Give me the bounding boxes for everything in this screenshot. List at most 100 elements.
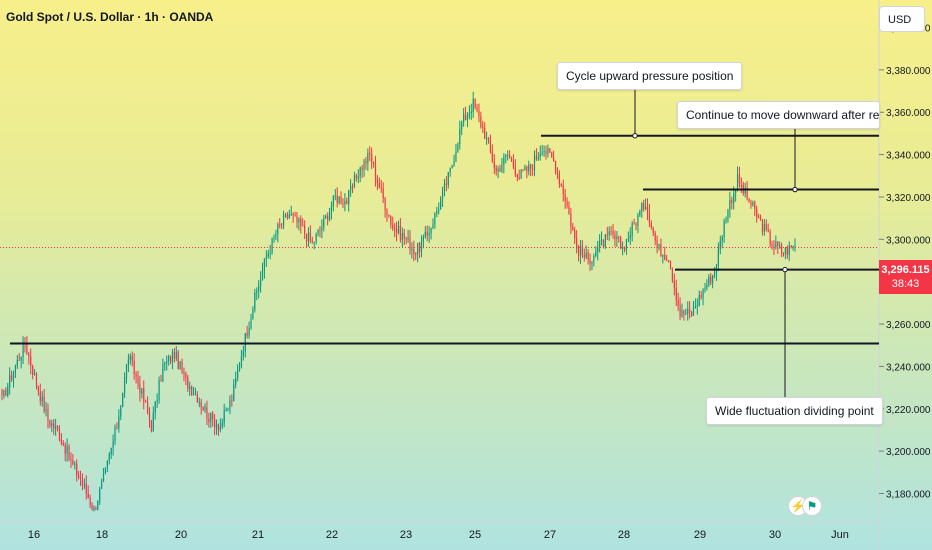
candle <box>162 358 164 383</box>
annotation-cycle-pressure[interactable]: Cycle upward pressure position <box>557 62 743 90</box>
candle <box>281 223 283 230</box>
candle <box>503 153 505 174</box>
candle <box>351 183 354 194</box>
candle-body <box>690 311 693 316</box>
candle <box>367 148 369 171</box>
candle <box>202 406 204 412</box>
candle-body <box>16 359 18 367</box>
candle <box>35 372 38 390</box>
candle <box>336 187 338 208</box>
candle <box>212 410 214 427</box>
candle <box>614 230 616 247</box>
candle <box>484 122 486 140</box>
candle <box>171 349 174 370</box>
candle-body <box>666 259 668 261</box>
candle <box>583 248 585 262</box>
candle-body <box>26 344 28 354</box>
candle <box>240 349 243 369</box>
candle <box>719 235 721 255</box>
candle <box>256 287 258 301</box>
candle <box>418 242 421 258</box>
candle <box>191 385 193 396</box>
currency-button[interactable]: USD <box>879 6 925 32</box>
candle <box>66 438 68 462</box>
candle-body <box>18 359 20 361</box>
candle-body <box>694 306 696 308</box>
candle-body <box>602 239 605 248</box>
candle-body <box>154 401 156 413</box>
candle <box>489 134 492 154</box>
candle <box>242 345 244 361</box>
candle <box>112 434 114 456</box>
candle <box>662 254 664 264</box>
candle <box>650 220 652 230</box>
symbol-title[interactable]: Gold Spot / U.S. Dollar · 1h · OANDA <box>6 10 214 24</box>
candle <box>581 240 583 259</box>
candle <box>566 197 568 209</box>
candle <box>606 226 608 241</box>
candle-body <box>489 140 492 152</box>
candle-body <box>123 377 126 393</box>
flag-icon[interactable]: ⚑ <box>802 496 822 516</box>
candle <box>355 173 357 182</box>
candle-body <box>198 402 200 404</box>
candle-body <box>451 165 453 169</box>
x-tick-label: 16 <box>28 529 40 541</box>
candle-body <box>520 169 522 178</box>
annotation-dividing-point[interactable]: Wide fluctuation dividing point <box>706 397 883 425</box>
candle <box>401 227 403 248</box>
candle <box>748 198 750 203</box>
candle-body <box>143 388 145 402</box>
candle-body <box>537 157 539 160</box>
candle-body <box>635 223 637 226</box>
candle-body <box>192 394 195 396</box>
bar-countdown: 38:43 <box>891 278 920 290</box>
annotation-continue-downward[interactable]: Continue to move downward after rebound <box>677 101 880 129</box>
candle-body <box>5 390 7 396</box>
candle-body <box>409 237 411 251</box>
candle-body <box>189 386 191 389</box>
candle <box>459 120 461 150</box>
candle <box>192 386 195 396</box>
candle-body <box>480 116 482 128</box>
candle-body <box>338 196 340 203</box>
x-tick-label: 23 <box>400 529 412 541</box>
candle-body <box>3 390 5 396</box>
candle <box>244 332 246 358</box>
candle <box>95 506 97 511</box>
candle-body <box>33 373 36 375</box>
candle <box>91 502 93 511</box>
candle-body <box>401 233 403 240</box>
candle-body <box>367 152 369 164</box>
candle <box>371 147 373 170</box>
candle-body <box>562 185 564 195</box>
candle <box>539 145 541 161</box>
candle-body <box>185 373 187 378</box>
candle <box>323 215 325 232</box>
candle-body <box>491 151 493 162</box>
candle-body <box>361 167 363 170</box>
candle-body <box>158 380 160 400</box>
candle <box>792 245 794 251</box>
candle <box>78 470 80 480</box>
candle <box>524 164 526 171</box>
candle-body <box>22 342 24 358</box>
candle <box>9 367 11 395</box>
candle-body <box>196 394 198 403</box>
candle-body <box>455 151 457 162</box>
candle <box>692 300 695 316</box>
candle <box>530 163 532 177</box>
candle <box>727 208 729 223</box>
candle <box>599 234 601 253</box>
candle <box>392 216 394 231</box>
candle <box>116 422 118 430</box>
candle-body <box>85 483 87 494</box>
candle-body <box>487 137 490 141</box>
candle-body <box>384 198 386 210</box>
candle-body <box>576 237 578 249</box>
candle-body <box>683 310 685 315</box>
candle-body <box>681 310 683 317</box>
x-tick-label: 20 <box>175 529 187 541</box>
candle <box>325 214 327 219</box>
